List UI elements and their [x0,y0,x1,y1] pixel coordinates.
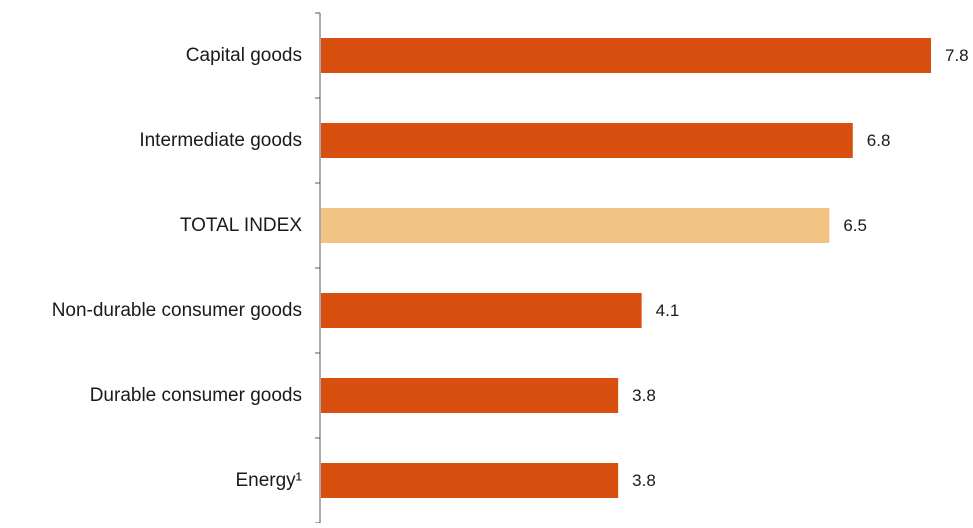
data-label: 6.8 [867,131,891,150]
bar [321,378,619,413]
bar [321,463,619,498]
category-labels: Capital goods Intermediate goods TOTAL IND… [52,45,303,491]
bars-group [321,38,931,498]
data-label: 3.8 [632,386,656,405]
bar [321,123,853,158]
bar [321,38,931,73]
category-label: Non-durable consumer goods [52,300,302,321]
value-labels: 7.8 6.8 6.5 4.1 3.8 3.8 [632,46,968,490]
y-axis-ticks [315,12,320,524]
category-label: Durable consumer goods [90,385,302,406]
bar [321,293,642,328]
category-label: Energy¹ [235,470,302,491]
data-label: 7.8 [945,46,969,65]
data-label: 3.8 [632,471,656,490]
category-label: TOTAL INDEX [180,215,302,236]
data-label: 4.1 [656,301,680,320]
data-label: 6.5 [843,216,867,235]
bar [321,208,830,243]
category-label: Intermediate goods [139,130,302,151]
category-label: Capital goods [186,45,302,66]
